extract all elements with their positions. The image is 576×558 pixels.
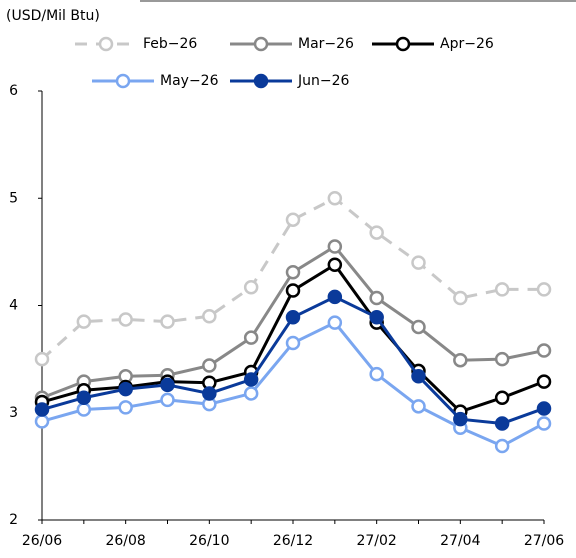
legend-marker [253, 36, 269, 52]
x-tick-label: 27/06 [524, 533, 564, 549]
data-point [411, 319, 426, 335]
data-point [327, 239, 343, 254]
data-point [536, 343, 552, 358]
legend-marker [115, 73, 131, 89]
data-point [243, 372, 259, 387]
data-point [536, 374, 552, 389]
y-tick-label: 6 [9, 83, 18, 99]
data-point [285, 212, 301, 227]
data-point [453, 290, 468, 306]
x-tick-label: 26/08 [105, 533, 145, 549]
data-point [243, 330, 259, 345]
data-point [411, 399, 426, 414]
data-point [76, 314, 92, 329]
legend-label: Jun−26 [297, 73, 350, 89]
data-point [118, 381, 133, 397]
data-point [202, 386, 217, 401]
legend-label: May−26 [160, 73, 219, 89]
data-point [536, 416, 552, 431]
x-tick-label: 26/12 [273, 533, 313, 549]
legend-label: Feb−26 [143, 36, 197, 52]
data-point [285, 310, 301, 325]
data-point [160, 314, 175, 329]
x-tick-label: 27/02 [356, 533, 396, 549]
data-point [160, 377, 175, 393]
y-tick-label: 2 [9, 512, 18, 528]
data-point [327, 257, 343, 272]
data-point [536, 282, 552, 297]
data-point [369, 290, 384, 306]
data-point [494, 416, 510, 431]
data-point [285, 335, 301, 351]
x-tick-label: 26/06 [22, 533, 62, 549]
data-point [369, 225, 384, 240]
data-point [327, 315, 343, 330]
data-point [327, 191, 343, 206]
data-point [536, 401, 552, 416]
legend-marker [98, 36, 114, 52]
y-tick-label: 4 [9, 298, 18, 314]
data-point [202, 308, 217, 324]
data-point [34, 351, 50, 367]
data-point [118, 400, 133, 415]
data-point [494, 390, 510, 405]
chart-title: (USD/Mil Btu) [6, 8, 100, 24]
data-point [494, 438, 510, 454]
data-point [202, 358, 217, 373]
data-point [118, 312, 133, 327]
data-point [76, 402, 92, 417]
data-point [34, 402, 50, 417]
data-point [243, 280, 259, 295]
data-point [369, 310, 384, 325]
data-point [34, 414, 50, 429]
data-point [243, 386, 259, 401]
data-point [411, 255, 426, 270]
legend-marker [395, 36, 411, 52]
data-point [160, 392, 175, 408]
data-point [494, 351, 510, 367]
data-point [411, 369, 426, 384]
y-tick-label: 3 [9, 405, 18, 421]
x-tick-label: 27/04 [440, 533, 480, 549]
data-point [494, 282, 510, 297]
data-point [453, 352, 468, 368]
data-point [369, 366, 384, 382]
x-tick-label: 26/10 [189, 533, 229, 549]
data-point [285, 265, 301, 280]
data-point [327, 289, 343, 305]
legend-label: Apr−26 [440, 36, 494, 52]
data-point [285, 283, 301, 298]
data-point [76, 390, 92, 405]
data-point [453, 411, 468, 427]
legend-marker [253, 73, 269, 89]
y-tick-label: 5 [9, 190, 18, 206]
legend-label: Mar−26 [298, 36, 354, 52]
